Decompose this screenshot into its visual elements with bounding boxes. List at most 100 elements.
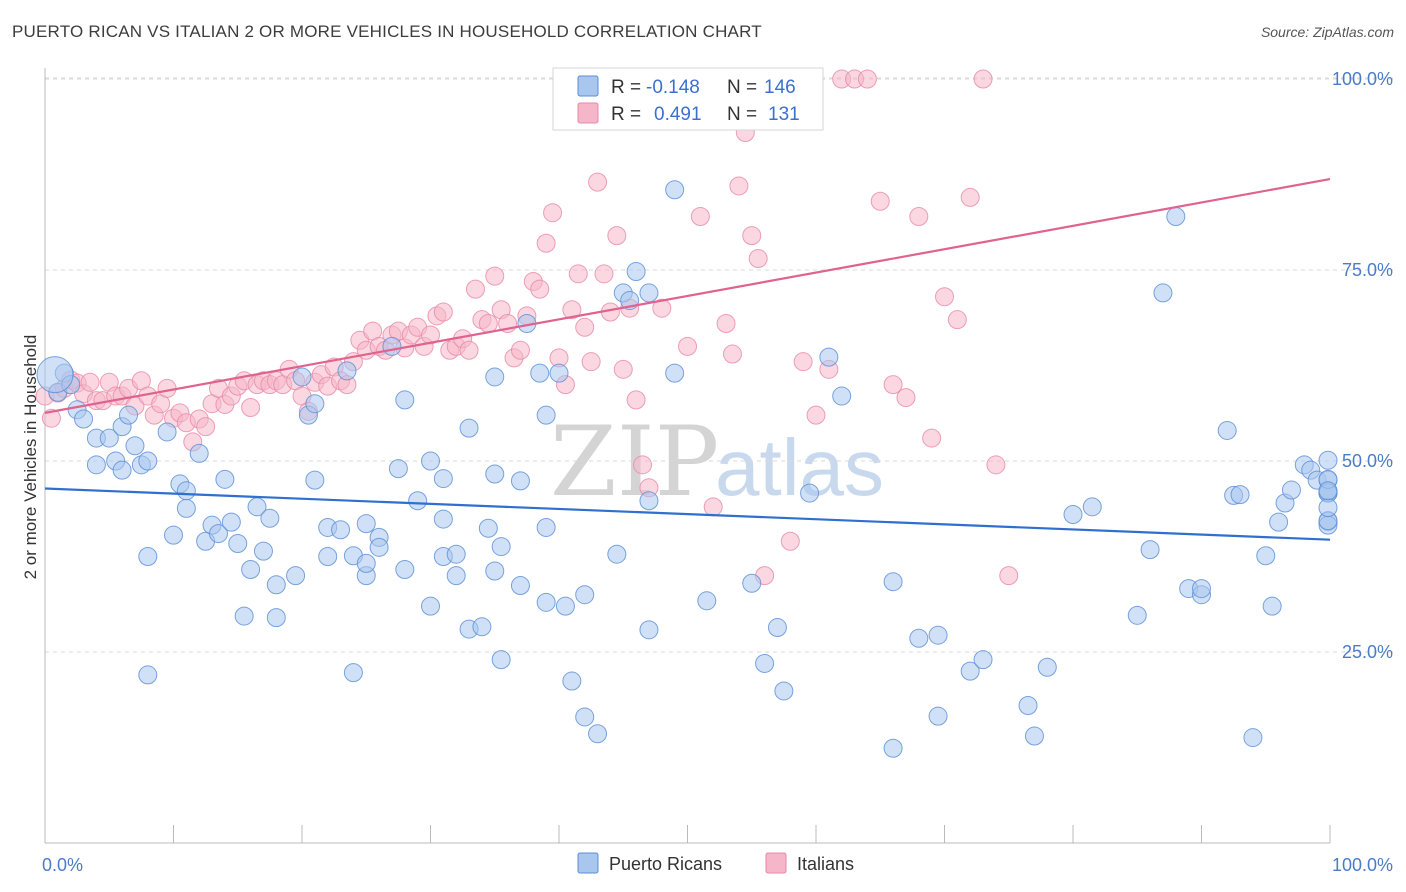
puerto-ricans-point <box>208 524 228 544</box>
puerto-ricans-point <box>1166 207 1186 227</box>
puerto-ricans-point <box>510 471 530 491</box>
italians-point <box>588 172 608 192</box>
watermark: ZIP atlas <box>550 406 884 518</box>
puerto-ricans-point <box>1024 726 1044 746</box>
y-tick-labels: 25.0% 50.0% 75.0% 100.0% <box>1332 69 1393 662</box>
puerto-ricans-point <box>1082 497 1102 517</box>
puerto-ricans-point <box>774 681 794 701</box>
puerto-ricans-point <box>1018 695 1038 715</box>
puerto-ricans-point <box>138 451 158 471</box>
italians-point <box>909 207 929 227</box>
puerto-ricans-point <box>125 436 145 456</box>
puerto-ricans-point <box>1153 283 1173 303</box>
series-legend-label-puerto-ricans: Puerto Ricans <box>609 854 722 874</box>
puerto-ricans-point <box>1318 481 1338 501</box>
puerto-ricans-point <box>337 361 357 381</box>
puerto-ricans-point <box>176 498 196 518</box>
italians-point <box>793 352 813 372</box>
puerto-ricans-point <box>305 470 325 490</box>
legend-n-value-2: 131 <box>768 104 800 125</box>
puerto-ricans-point <box>1269 512 1289 532</box>
puerto-ricans-point <box>973 650 993 670</box>
series-legend: Puerto Ricans Italians <box>577 852 854 874</box>
italians-point <box>960 187 980 207</box>
y-tick-label: 50.0% <box>1342 451 1393 471</box>
puerto-ricans-point <box>472 617 492 637</box>
puerto-ricans-point <box>421 596 440 616</box>
puerto-ricans-point <box>138 547 158 566</box>
italians-point <box>870 191 890 211</box>
legend-r-label-2: R = <box>611 104 641 125</box>
puerto-ricans-point <box>86 455 106 475</box>
puerto-ricans-point <box>112 460 132 480</box>
puerto-ricans-point <box>485 464 505 484</box>
puerto-ricans-point <box>883 738 903 758</box>
italians-point <box>999 566 1019 586</box>
puerto-ricans-point <box>189 443 209 463</box>
puerto-ricans-point <box>446 544 466 564</box>
trend-line-puerto-ricans <box>44 487 1331 541</box>
puerto-ricans-point <box>286 566 306 586</box>
puerto-ricans-point <box>318 547 338 566</box>
puerto-ricans-point <box>382 336 402 356</box>
puerto-ricans-point <box>331 520 351 540</box>
puerto-ricans-point <box>1256 546 1276 566</box>
legend-r-value-1: -0.148 <box>646 77 700 98</box>
puerto-ricans-point <box>305 394 325 414</box>
legend-swatch-blue <box>577 75 599 97</box>
italians-point <box>626 390 646 410</box>
italians-point <box>703 497 723 517</box>
puerto-ricans-point <box>742 573 762 593</box>
puerto-ricans-point <box>138 665 158 685</box>
italians-point <box>780 531 800 551</box>
puerto-ricans-point <box>388 459 408 479</box>
chart-source: Source: ZipAtlas.com <box>1260 24 1394 40</box>
y-tick-label: 75.0% <box>1342 260 1393 280</box>
puerto-ricans-point <box>1037 657 1057 677</box>
puerto-ricans-point <box>356 553 376 573</box>
puerto-ricans-point <box>459 418 479 438</box>
puerto-ricans-point <box>433 509 453 529</box>
puerto-ricans-point <box>266 608 286 628</box>
puerto-ricans-point <box>883 572 903 592</box>
puerto-ricans-point <box>639 491 659 511</box>
stats-legend: R = -0.148 N = 146 R = 0.491 N = 131 <box>552 67 824 131</box>
watermark-atlas: atlas <box>715 423 884 512</box>
italians-point <box>722 344 742 364</box>
puerto-ricans-point <box>1063 504 1083 524</box>
chart-title: PUERTO RICAN VS ITALIAN 2 OR MORE VEHICL… <box>12 22 762 41</box>
puerto-ricans-point <box>356 514 376 534</box>
puerto-ricans-point <box>292 367 312 387</box>
puerto-ricans-point <box>1281 480 1301 500</box>
puerto-ricans-point <box>260 508 280 528</box>
puerto-ricans-point <box>433 469 453 489</box>
italians-point <box>433 302 453 322</box>
italians-point <box>465 279 485 299</box>
italians-point <box>80 372 100 392</box>
series-legend-swatch-italians <box>765 852 787 874</box>
puerto-ricans-point <box>575 585 595 605</box>
puerto-ricans-point <box>909 628 929 648</box>
x-tick-label-min: 0.0% <box>42 855 83 875</box>
puerto-ricans-point <box>421 451 440 471</box>
puerto-ricans-point <box>639 620 659 640</box>
puerto-ricans-point <box>228 534 248 554</box>
italians-point <box>594 264 614 284</box>
puerto-ricans-point <box>241 559 261 579</box>
puerto-ricans-point <box>562 671 582 691</box>
puerto-ricans-point <box>832 386 852 406</box>
series-legend-label-italians: Italians <box>797 854 854 874</box>
italians-point <box>607 226 627 246</box>
italians-point <box>485 266 505 286</box>
puerto-ricans-point <box>215 469 235 489</box>
y-tick-label: 25.0% <box>1342 642 1393 662</box>
puerto-ricans-point <box>588 724 608 744</box>
legend-r-label-1: R = <box>611 77 641 98</box>
puerto-ricans-point <box>157 422 177 442</box>
italians-point <box>716 313 736 333</box>
puerto-ricans-point <box>395 390 415 410</box>
puerto-ricans-point <box>395 559 415 579</box>
italians-point <box>690 207 710 227</box>
axes <box>44 68 1331 844</box>
